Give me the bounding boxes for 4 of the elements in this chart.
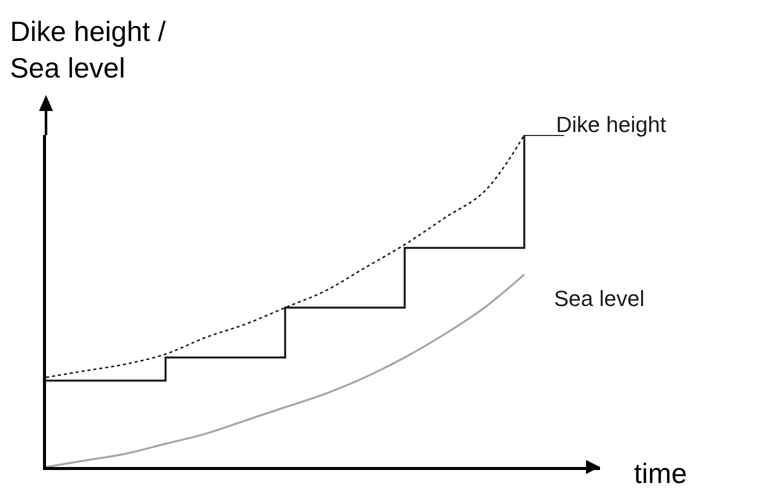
y-axis-title: Dike height / Sea level [10,16,166,84]
series-label: Sea level [554,286,645,311]
x-axis-title: time [634,458,687,489]
series-label: Dike height [556,112,666,137]
